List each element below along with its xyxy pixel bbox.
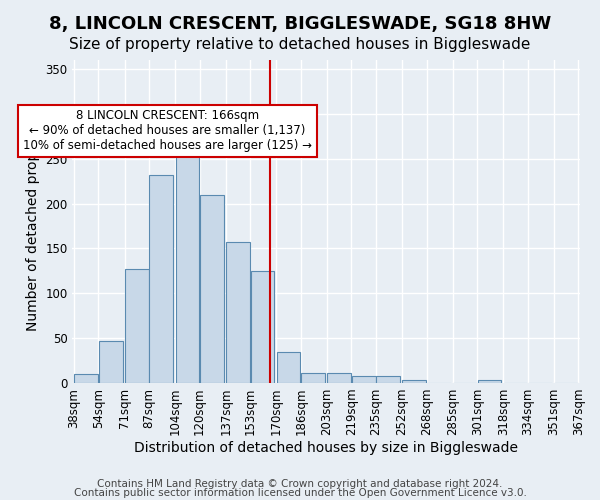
X-axis label: Distribution of detached houses by size in Biggleswade: Distribution of detached houses by size …	[134, 441, 518, 455]
Bar	[251, 271, 274, 383]
Bar	[277, 352, 301, 383]
Bar	[200, 194, 224, 383]
Bar	[403, 380, 426, 383]
Text: Size of property relative to detached houses in Biggleswade: Size of property relative to detached ho…	[70, 38, 530, 52]
Bar	[478, 380, 502, 383]
Bar	[74, 374, 98, 383]
Bar	[149, 175, 173, 383]
Bar	[176, 129, 199, 383]
Bar	[125, 269, 149, 383]
Bar	[376, 376, 400, 383]
Text: Contains public sector information licensed under the Open Government Licence v3: Contains public sector information licen…	[74, 488, 526, 498]
Y-axis label: Number of detached properties: Number of detached properties	[26, 112, 40, 331]
Text: 8 LINCOLN CRESCENT: 166sqm
← 90% of detached houses are smaller (1,137)
10% of s: 8 LINCOLN CRESCENT: 166sqm ← 90% of deta…	[23, 110, 312, 152]
Bar	[352, 376, 376, 383]
Bar	[328, 373, 351, 383]
Text: Contains HM Land Registry data © Crown copyright and database right 2024.: Contains HM Land Registry data © Crown c…	[97, 479, 503, 489]
Bar	[301, 373, 325, 383]
Bar	[226, 242, 250, 383]
Bar	[99, 341, 122, 383]
Text: 8, LINCOLN CRESCENT, BIGGLESWADE, SG18 8HW: 8, LINCOLN CRESCENT, BIGGLESWADE, SG18 8…	[49, 15, 551, 33]
